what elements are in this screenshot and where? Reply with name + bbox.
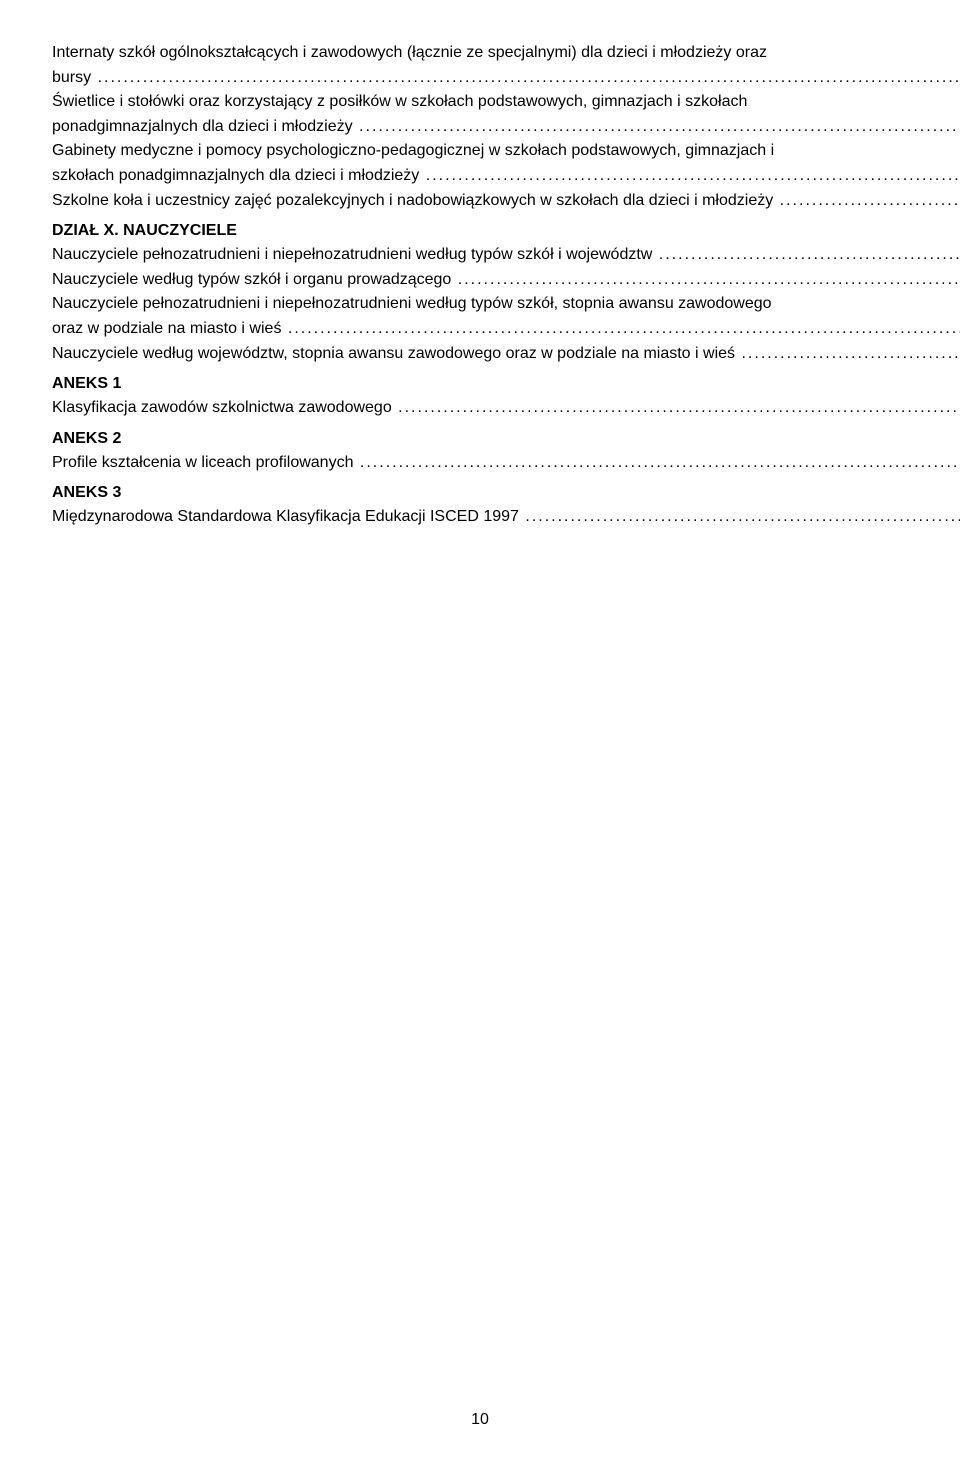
section-heading: DZIAŁ X. NAUCZYCIELE <box>52 214 960 244</box>
toc-entry: Profile kształcenia w liceach profilowan… <box>52 452 960 477</box>
entry-text: Klasyfikacja zawodów szkolnictwa zawodow… <box>52 397 960 422</box>
section-text: ANEKS 3 <box>52 476 960 506</box>
entry-text: Nauczyciele pełnozatrudnieni i niepełnoz… <box>52 293 960 318</box>
toc-table: Tabl.Str.Internaty szkół ogólnokształcąc… <box>52 18 960 531</box>
header-desc <box>52 18 960 42</box>
toc-entry-line: Świetlice i stołówki oraz korzystający z… <box>52 91 960 116</box>
entry-text: bursy <box>52 67 960 92</box>
entry-text: Internaty szkół ogólnokształcących i zaw… <box>52 42 960 67</box>
toc-entry: Nauczyciele według typów szkół i organu … <box>52 269 960 294</box>
entry-text: Świetlice i stołówki oraz korzystający z… <box>52 91 960 116</box>
entry-text: szkołach ponadgimnazjalnych dla dzieci i… <box>52 165 960 190</box>
toc-entry-line: Nauczyciele pełnozatrudnieni i niepełnoz… <box>52 293 960 318</box>
entry-text: Międzynarodowa Standardowa Klasyfikacja … <box>52 506 960 531</box>
section-text: DZIAŁ X. NAUCZYCIELE <box>52 214 960 244</box>
toc-entry-line: Internaty szkół ogólnokształcących i zaw… <box>52 42 960 67</box>
header-row: Tabl.Str. <box>52 18 960 42</box>
toc-entry: Nauczyciele według województw, stopnia a… <box>52 343 960 368</box>
entry-text: Nauczyciele według typów szkół i organu … <box>52 269 960 294</box>
toc-entry: Nauczyciele pełnozatrudnieni i niepełnoz… <box>52 244 960 269</box>
entry-text: Nauczyciele według województw, stopnia a… <box>52 343 960 368</box>
entry-text: oraz w podziale na miasto i wieś <box>52 318 960 343</box>
entry-text: ponadgimnazjalnych dla dzieci i młodzież… <box>52 116 960 141</box>
toc-entry: Klasyfikacja zawodów szkolnictwa zawodow… <box>52 397 960 422</box>
toc-entry: Międzynarodowa Standardowa Klasyfikacja … <box>52 506 960 531</box>
page-number: 10 <box>0 1411 960 1429</box>
toc-entry: oraz w podziale na miasto i wieś3(163)43… <box>52 318 960 343</box>
toc-entry: szkołach ponadgimnazjalnych dla dzieci i… <box>52 165 960 190</box>
section-text: ANEKS 2 <box>52 422 960 452</box>
section-text: ANEKS 1 <box>52 367 960 397</box>
toc-entry-line: Gabinety medyczne i pomocy psychologiczn… <box>52 140 960 165</box>
toc-entry: ponadgimnazjalnych dla dzieci i młodzież… <box>52 116 960 141</box>
toc-entry: bursy8(157)395 <box>52 67 960 92</box>
section-heading: ANEKS 1 <box>52 367 960 397</box>
entry-text: Szkolne koła i uczestnicy zajęć pozalekc… <box>52 190 960 215</box>
entry-text: Profile kształcenia w liceach profilowan… <box>52 452 960 477</box>
section-heading: ANEKS 2 <box>52 422 960 452</box>
toc-entry: Szkolne koła i uczestnicy zajęć pozalekc… <box>52 190 960 215</box>
section-heading: ANEKS 3 <box>52 476 960 506</box>
entry-text: Nauczyciele pełnozatrudnieni i niepełnoz… <box>52 244 960 269</box>
entry-text: Gabinety medyczne i pomocy psychologiczn… <box>52 140 960 165</box>
